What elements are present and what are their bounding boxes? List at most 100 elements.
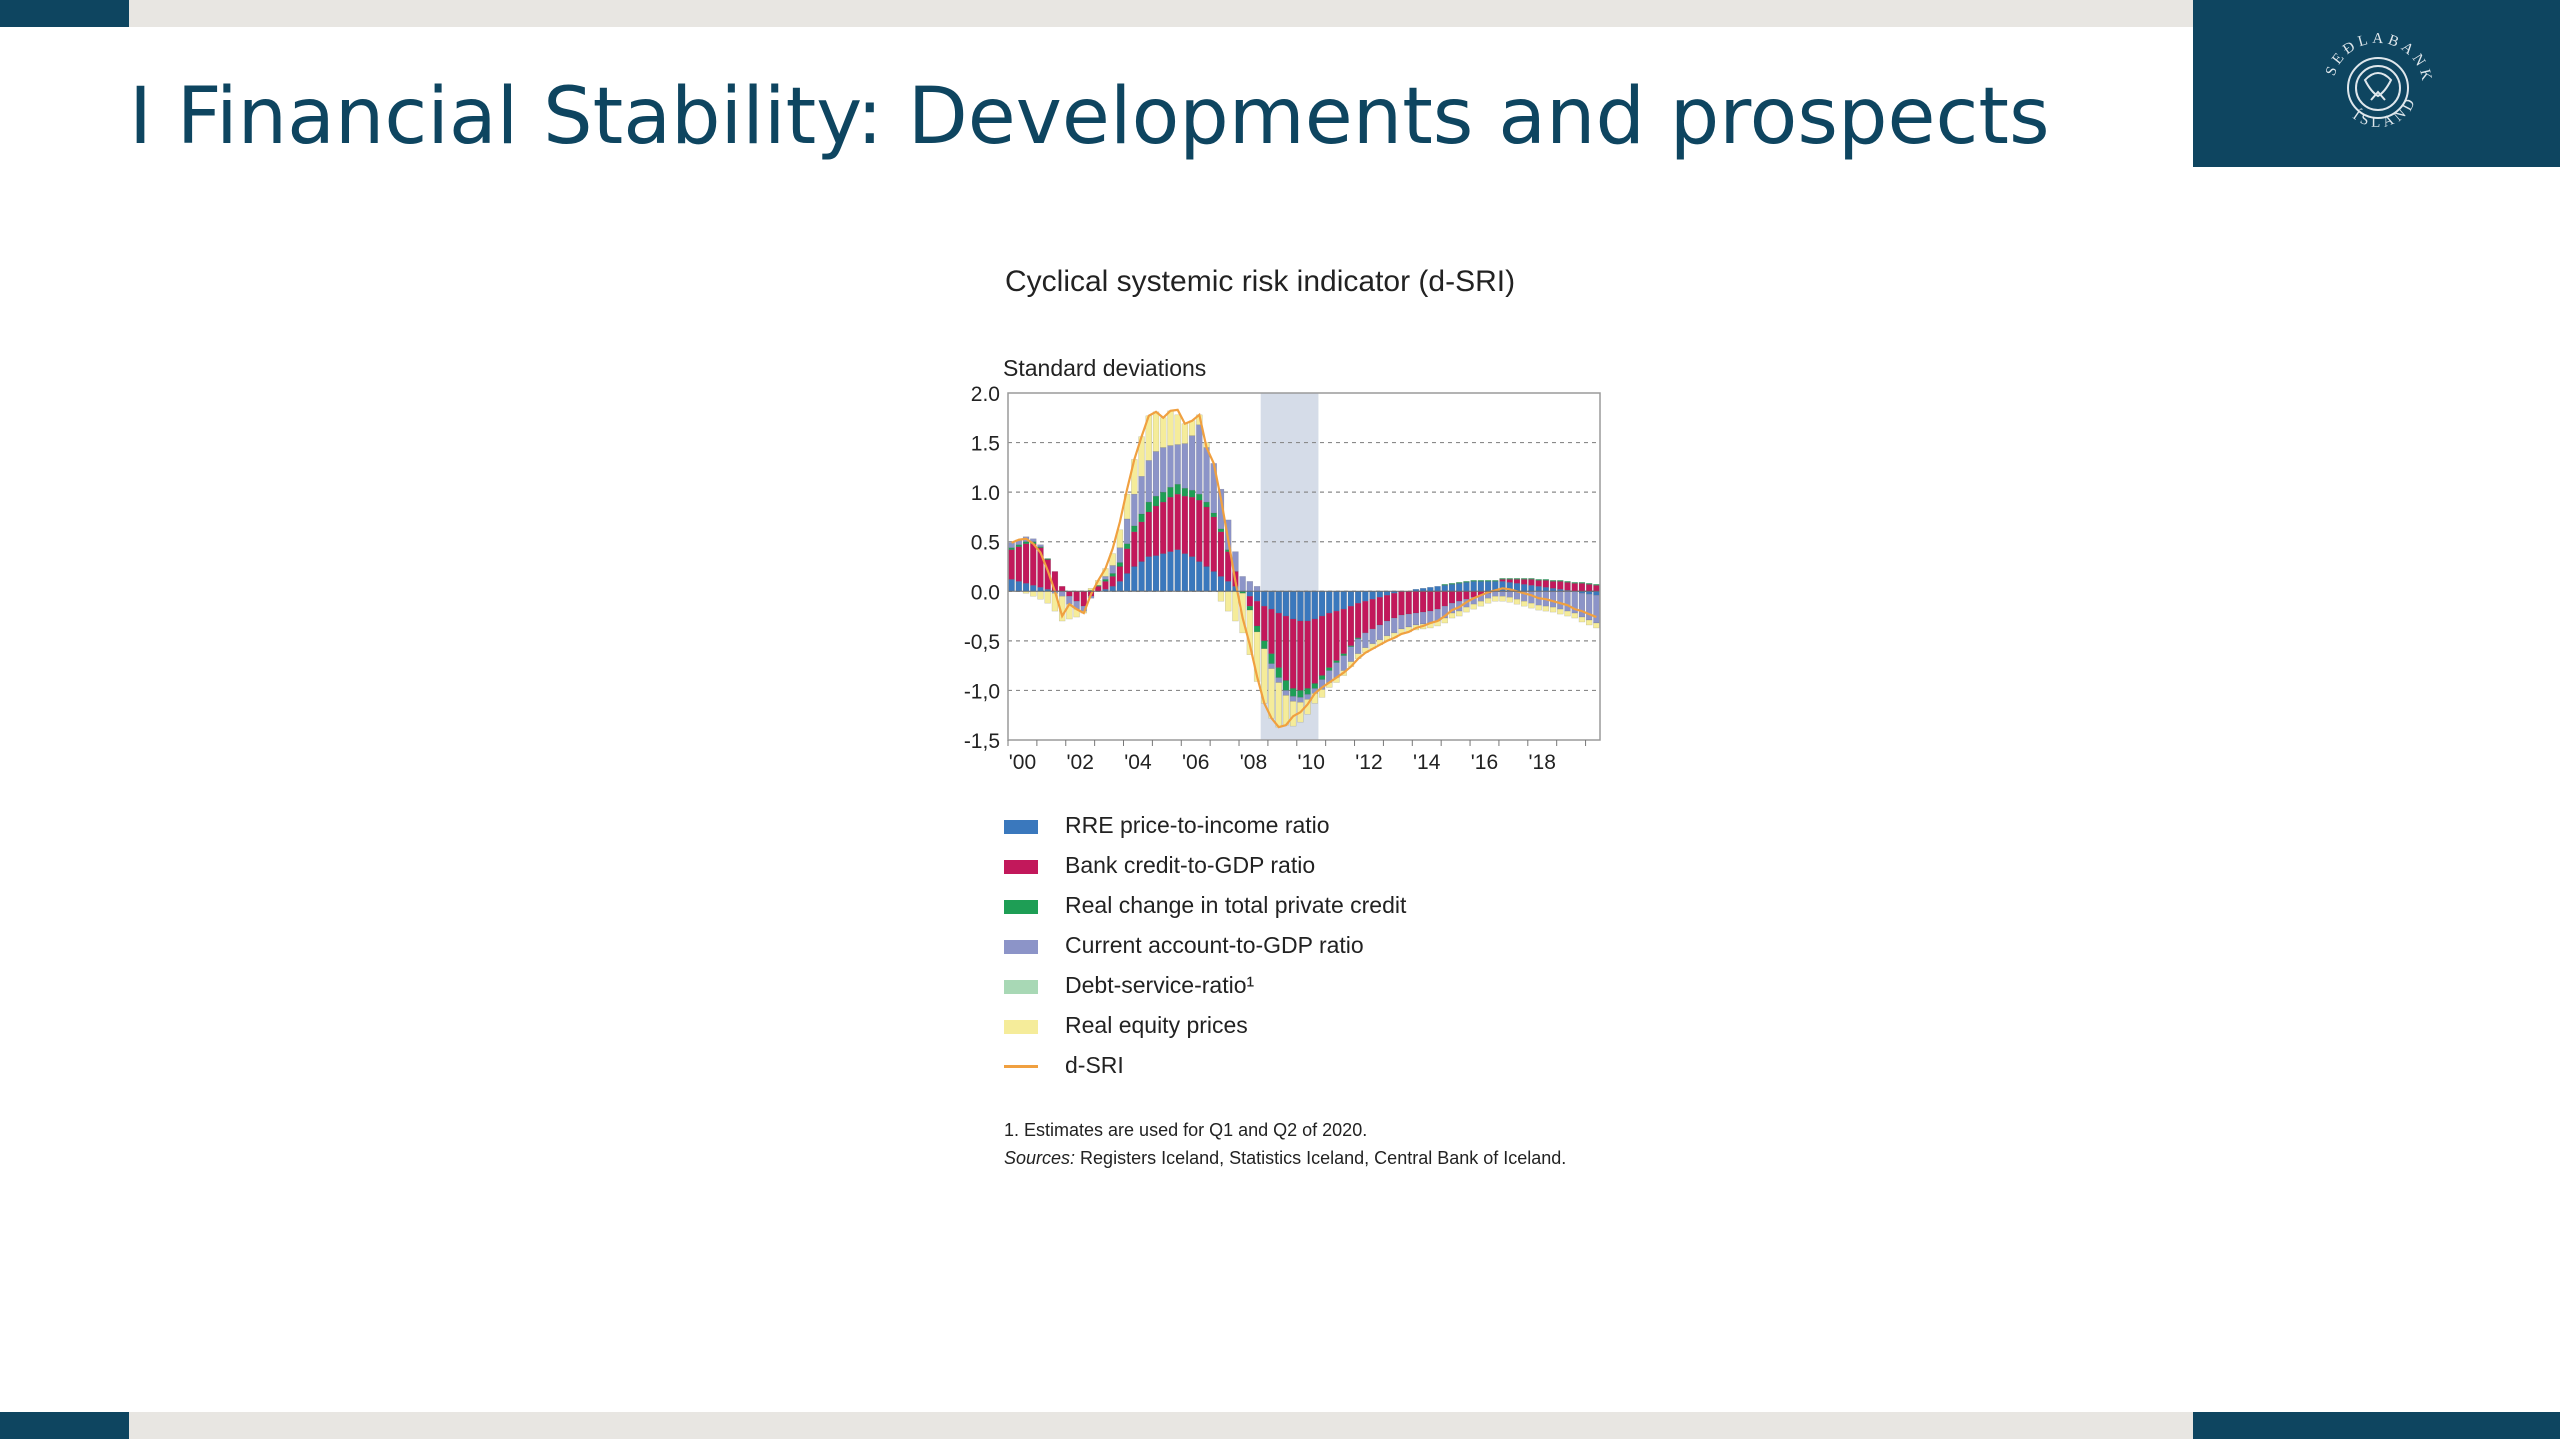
bottom-accent-bar-left (0, 1412, 129, 1439)
bar-segment (1448, 612, 1456, 619)
bar-segment (1058, 586, 1066, 592)
bar-segment (1578, 593, 1586, 618)
bar-segment (1268, 653, 1275, 664)
legend-label: d-SRI (1065, 1052, 1124, 1078)
sources-text: Registers Iceland, Statistics Iceland, C… (1075, 1148, 1567, 1168)
bar-segment (1109, 565, 1116, 574)
bar-segment (1152, 555, 1160, 592)
x-tick-label: '14 (1413, 751, 1441, 774)
bar-segment (1398, 591, 1405, 616)
bar-segment (1268, 668, 1275, 719)
bar-segment (1484, 581, 1492, 592)
bar-segment (1030, 585, 1037, 592)
bar-segment (1008, 542, 1015, 548)
bar-segment (1456, 582, 1463, 584)
chart-notes: 1. Estimates are used for Q1 and Q2 of 2… (1004, 1116, 1566, 1172)
bar-segment (1022, 543, 1030, 584)
bar-segment (1008, 547, 1015, 550)
bar-segment (1326, 612, 1333, 668)
x-tick-label: '06 (1182, 751, 1209, 774)
bar-segment (1549, 580, 1557, 582)
bar-segment (1102, 579, 1109, 582)
bar-segment (1102, 581, 1109, 590)
bar-segment (1138, 521, 1145, 562)
bar-segment (1253, 600, 1261, 627)
legend-swatch (1004, 1020, 1038, 1034)
bar-segment (1347, 646, 1355, 662)
bar-segment (1492, 580, 1499, 582)
bar-segment (1369, 599, 1376, 630)
bar-segment (1044, 591, 1051, 604)
bar-segment (1282, 615, 1290, 681)
bar-segment (1549, 591, 1557, 608)
bar-segment (1297, 697, 1304, 703)
legend-label: Current account-to-GDP ratio (1065, 932, 1364, 958)
bar-segment (1318, 615, 1326, 676)
bar-segment (1268, 608, 1275, 654)
bar-segment (1116, 581, 1124, 592)
bar-segment (1535, 579, 1542, 581)
bar-segment (1571, 583, 1578, 592)
bar-segment (1354, 602, 1362, 639)
bar-segment (1456, 583, 1463, 592)
bar-segment (1340, 591, 1347, 610)
bar-segment (1354, 637, 1362, 640)
bar-segment (1225, 591, 1232, 612)
bar-segment (1557, 608, 1564, 615)
bar-segment (1304, 591, 1311, 622)
bar-segment (1138, 561, 1145, 592)
bar-segment (1116, 562, 1124, 567)
bar-segment (1318, 675, 1326, 680)
bar-segment (1492, 596, 1499, 602)
central-bank-logo: SEÐLABANKI ÍSLANDS (2193, 0, 2560, 167)
bottom-accent-bar-right (2193, 1412, 2560, 1439)
bar-segment (1095, 586, 1102, 592)
bar-segment (1123, 573, 1131, 592)
x-tick-label: '08 (1240, 751, 1267, 774)
bar-segment (1225, 581, 1232, 592)
bar-segment (1362, 591, 1369, 602)
bar-segment (1210, 512, 1217, 518)
bar-segment (1521, 578, 1528, 580)
bar-segment (1557, 581, 1564, 590)
bar-segment (1109, 573, 1116, 577)
bar-segment (1383, 595, 1391, 622)
footnote: 1. Estimates are used for Q1 and Q2 of 2… (1004, 1120, 1368, 1140)
bar-segment (1326, 667, 1333, 671)
bar-segment (1340, 653, 1347, 656)
bar-segment (1564, 591, 1571, 612)
bar-segment (1477, 581, 1485, 592)
bar-segment (1152, 495, 1160, 507)
bar-segment (1593, 584, 1600, 586)
bar-segment (1521, 600, 1528, 607)
bar-segment (1535, 604, 1542, 611)
bar-segment (1275, 591, 1282, 614)
legend-label: Real equity prices (1065, 1012, 1248, 1038)
bar-segment (1456, 591, 1463, 602)
bar-segment (1253, 625, 1261, 633)
bar-segment (1470, 603, 1477, 610)
y-tick-label: 0.0 (971, 581, 1000, 604)
bar-segment (1275, 682, 1282, 728)
bar-segment (1521, 584, 1528, 592)
bar-segment (1188, 556, 1196, 592)
bar-segment (1369, 591, 1376, 600)
bar-segment (1333, 610, 1340, 661)
bar-segment (1246, 591, 1254, 597)
bar-segment (1513, 579, 1521, 584)
bar-segment (1362, 632, 1369, 648)
bar-segment (1174, 484, 1181, 495)
bar-segment (1506, 579, 1513, 583)
bar-segment (1030, 538, 1037, 542)
top-gray-bar (129, 0, 2193, 27)
bar-segment (1477, 600, 1485, 607)
bar-segment (1340, 608, 1347, 654)
bar-segment (1448, 583, 1456, 585)
bar-segment (1217, 528, 1225, 532)
bar-segment (1253, 586, 1261, 592)
bar-segment (1030, 591, 1037, 597)
y-tick-label: -1,0 (964, 680, 1000, 703)
bar-segment (1282, 591, 1290, 617)
bar-segment (1181, 495, 1189, 554)
bar-segment (1593, 591, 1600, 596)
